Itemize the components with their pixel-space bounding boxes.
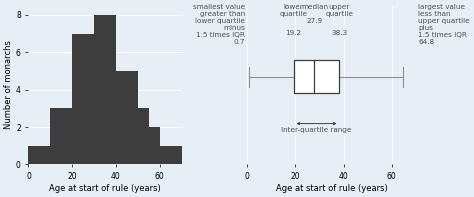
Bar <box>149 127 160 164</box>
Bar <box>138 108 149 164</box>
Bar <box>28 146 50 164</box>
Text: smallest value
greater than
lower quartile
minus
1.5 times IQR
0.7: smallest value greater than lower quarti… <box>193 4 245 45</box>
Text: 19.2: 19.2 <box>285 30 301 36</box>
Bar <box>160 146 182 164</box>
X-axis label: Age at start of rule (years): Age at start of rule (years) <box>276 184 387 193</box>
Bar <box>116 71 138 164</box>
Bar <box>72 34 94 164</box>
Y-axis label: Number of monarchs: Number of monarchs <box>4 41 13 129</box>
Text: 27.9: 27.9 <box>306 18 322 24</box>
Text: lower
quartile: lower quartile <box>280 4 308 17</box>
Text: largest value
less than
upper quartile
plus
1.5 times IQR
64.8: largest value less than upper quartile p… <box>418 4 470 45</box>
Bar <box>293 60 339 93</box>
Text: median: median <box>301 4 328 10</box>
Text: Inter-quartile range: Inter-quartile range <box>281 127 352 133</box>
Text: upper
quartile: upper quartile <box>326 4 354 17</box>
X-axis label: Age at start of rule (years): Age at start of rule (years) <box>49 184 161 193</box>
Bar <box>50 108 72 164</box>
Bar <box>94 15 116 164</box>
Text: 38.3: 38.3 <box>331 30 347 36</box>
